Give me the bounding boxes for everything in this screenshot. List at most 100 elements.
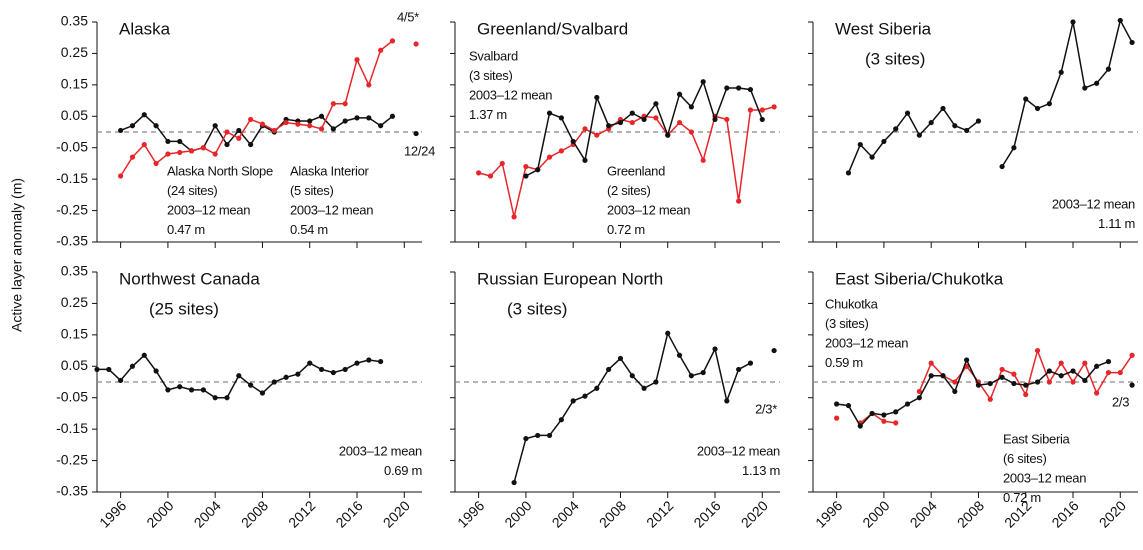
data-point [523,163,529,170]
data-point [904,110,911,116]
data-point [295,371,301,377]
x-tick-label: 2000 [859,497,892,530]
data-point [283,374,289,380]
y-tick-label: -0.05 [56,138,88,154]
annotation: 2003–12 mean [825,335,908,350]
data-point [952,388,958,395]
data-point [1105,66,1112,72]
data-point [558,115,564,121]
data-point [153,160,159,167]
annotation: 0.72 m [1003,490,1041,505]
data-point [940,373,946,379]
data-point [665,330,671,336]
y-tick-label: 0.05 [61,107,88,123]
data-point [511,479,517,486]
data-point [94,366,100,373]
data-point [378,47,384,53]
data-point [676,119,683,126]
data-point [307,118,313,124]
data-point [736,366,742,373]
y-tick-label: -0.25 [56,451,88,467]
data-point [700,369,706,376]
x-tick-label: 2016 [1048,497,1081,530]
data-point [342,101,348,107]
data-point [366,357,372,363]
x-tick-label: 1996 [96,497,129,530]
annotation: East Siberia [1003,431,1071,446]
data-point [594,132,600,138]
data-point [1129,39,1135,46]
data-point [1070,368,1076,374]
x-tick-label: 1996 [812,497,845,530]
data-point [736,198,742,204]
annotation: 4/5* [397,9,419,24]
data-point [1094,390,1100,396]
data-point [1034,105,1041,112]
data-point [1058,69,1064,75]
y-tick-label: -0.05 [56,388,88,404]
data-point [378,123,384,129]
data-point [118,377,124,384]
data-point [177,384,183,390]
data-point [523,435,529,442]
annotation: 0.59 m [825,355,863,370]
data-point [366,82,372,88]
data-point [535,432,541,439]
annotation: 2003–12 mean [1052,196,1135,211]
data-point [916,395,922,401]
data-point [987,396,993,402]
y-tick-label: -0.15 [56,170,88,186]
y-axis-label: Active layer anomaly (m) [9,178,25,332]
data-point [224,141,230,148]
y-tick-label: 0.35 [61,263,88,279]
data-point [928,119,934,126]
data-point [295,121,301,127]
data-point [1023,382,1029,388]
data-point [928,360,934,366]
data-point [653,379,659,385]
data-point [964,357,970,363]
data-point [617,355,624,362]
y-tick-label: 0.35 [61,13,88,29]
data-point [893,126,899,132]
annotation: (3 sites) [825,316,869,331]
data-point [1046,379,1052,385]
data-point [330,101,336,107]
panel-subtitle: (3 sites) [865,49,925,68]
data-point [177,138,183,145]
data-point [629,373,635,379]
data-point [200,387,206,393]
x-tick-label: 2000 [143,497,176,530]
series-line [478,106,775,218]
annotation: 2003–12 mean [290,202,373,217]
data-point [165,151,171,157]
data-point [975,382,982,388]
data-point [724,85,730,91]
series-line [514,333,774,482]
data-point [1011,145,1017,151]
data-point [845,170,852,176]
data-point [916,388,922,395]
annotation: 1.13 m [742,463,780,478]
data-point [1058,360,1064,366]
x-tick-label: 2016 [690,497,723,530]
data-point [1011,380,1017,387]
annotation: 2003–12 mean [697,443,780,458]
data-point [153,368,159,374]
data-point [476,170,482,176]
series-line [847,18,1133,174]
data-point [499,160,505,167]
annotation: 2/3* [755,401,777,416]
annotation: 0.69 m [384,463,422,478]
data-point [487,173,494,179]
data-point [188,148,195,154]
data-point [771,347,777,354]
data-point [570,398,576,404]
annotation: Chukotka [825,296,879,311]
annotation: 0.54 m [290,222,328,237]
panel-title: East Siberia/Chukotka [835,269,1004,288]
data-point [271,127,277,134]
data-point [236,135,242,141]
data-point [940,105,946,112]
data-point [1094,363,1100,369]
